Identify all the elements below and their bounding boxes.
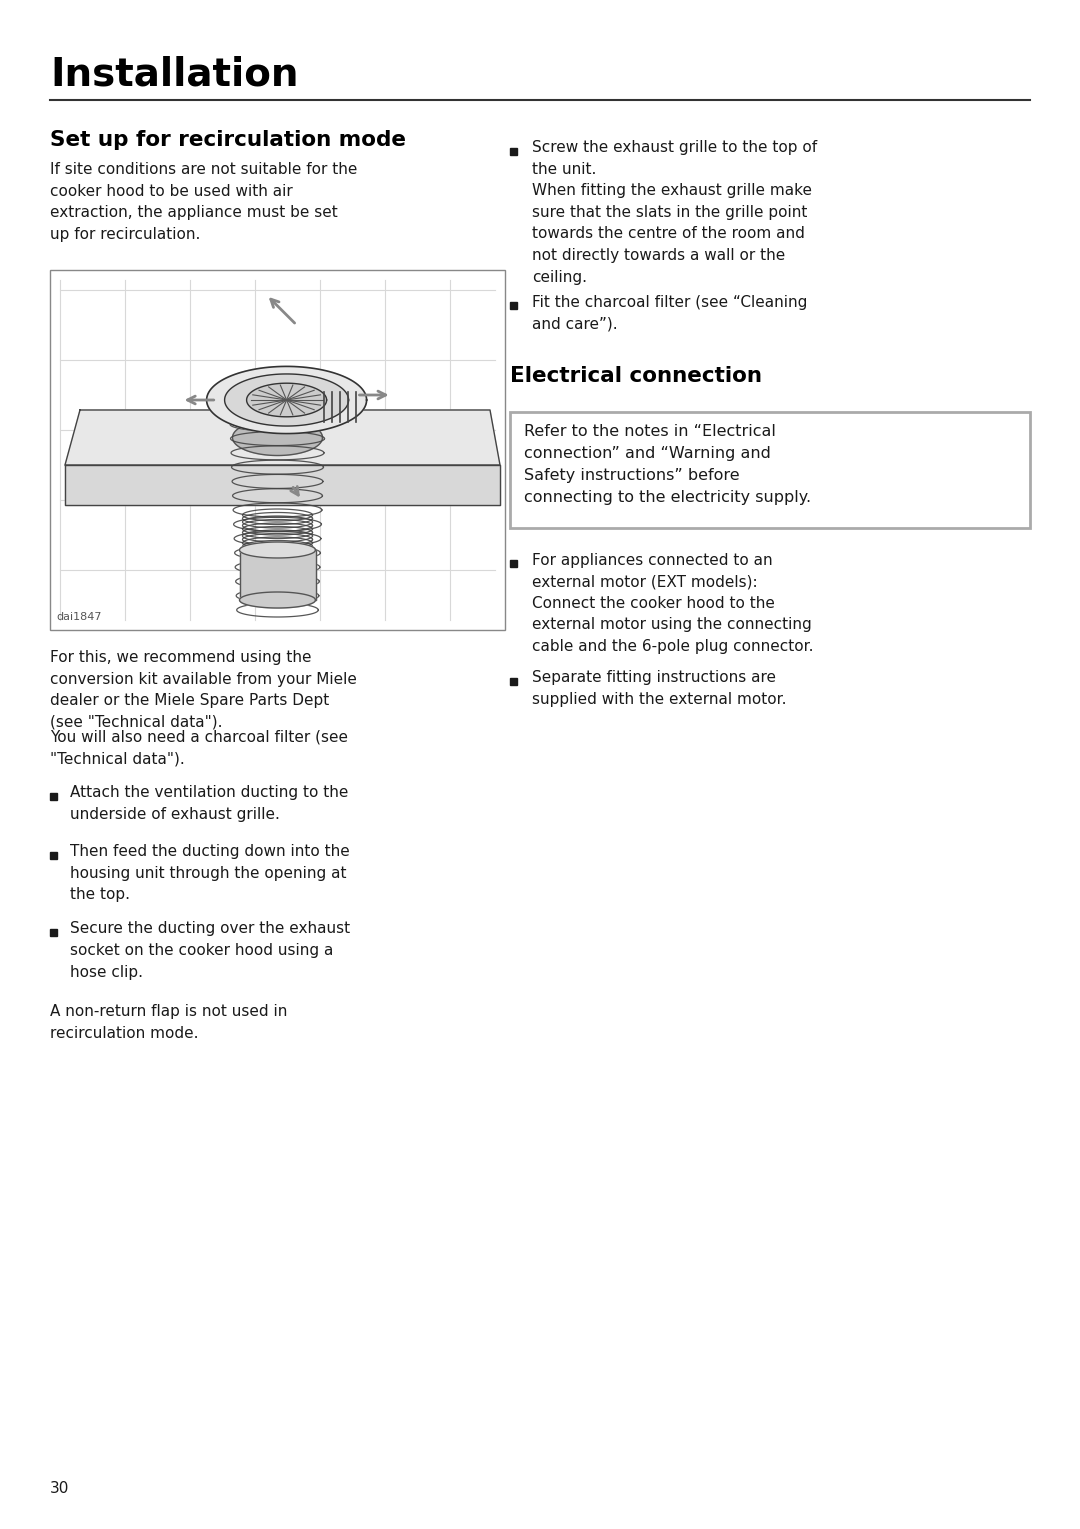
Text: Electrical connection: Electrical connection bbox=[510, 367, 762, 387]
Text: Separate fitting instructions are
supplied with the external motor.: Separate fitting instructions are suppli… bbox=[532, 670, 786, 706]
Bar bbox=[50, 852, 57, 858]
Polygon shape bbox=[246, 384, 326, 417]
Bar bbox=[510, 411, 1030, 528]
Text: 30: 30 bbox=[50, 1482, 69, 1495]
Bar bbox=[50, 271, 505, 630]
Bar bbox=[510, 303, 517, 309]
Bar bbox=[50, 792, 57, 800]
Polygon shape bbox=[225, 375, 349, 427]
Text: If site conditions are not suitable for the
cooker hood to be used with air
extr: If site conditions are not suitable for … bbox=[50, 162, 357, 242]
Text: For this, we recommend using the
conversion kit available from your Miele
dealer: For this, we recommend using the convers… bbox=[50, 650, 356, 729]
Bar bbox=[510, 677, 517, 685]
Polygon shape bbox=[206, 367, 366, 434]
Text: A non-return flap is not used in
recirculation mode.: A non-return flap is not used in recircu… bbox=[50, 1005, 287, 1041]
Bar bbox=[510, 147, 517, 154]
Polygon shape bbox=[240, 592, 315, 609]
Polygon shape bbox=[65, 465, 500, 505]
Text: Refer to the notes in “Electrical
connection” and “Warning and
Safety instructio: Refer to the notes in “Electrical connec… bbox=[524, 424, 811, 505]
Text: You will also need a charcoal filter (see
"Technical data").: You will also need a charcoal filter (se… bbox=[50, 729, 348, 766]
Text: Secure the ducting over the exhaust
socket on the cooker hood using a
hose clip.: Secure the ducting over the exhaust sock… bbox=[70, 922, 350, 980]
Polygon shape bbox=[240, 541, 315, 558]
Text: Installation: Installation bbox=[50, 55, 298, 93]
Text: Screw the exhaust grille to the top of
the unit.
When fitting the exhaust grille: Screw the exhaust grille to the top of t… bbox=[532, 141, 818, 284]
Text: Then feed the ducting down into the
housing unit through the opening at
the top.: Then feed the ducting down into the hous… bbox=[70, 844, 350, 902]
Text: dai1847: dai1847 bbox=[56, 612, 102, 622]
Text: Attach the ventilation ducting to the
underside of exhaust grille.: Attach the ventilation ducting to the un… bbox=[70, 784, 349, 821]
Polygon shape bbox=[232, 419, 323, 456]
Polygon shape bbox=[240, 550, 315, 599]
Text: For appliances connected to an
external motor (EXT models):
Connect the cooker h: For appliances connected to an external … bbox=[532, 552, 813, 654]
Text: Set up for recirculation mode: Set up for recirculation mode bbox=[50, 130, 406, 150]
Polygon shape bbox=[65, 410, 500, 465]
Text: Fit the charcoal filter (see “Cleaning
and care”).: Fit the charcoal filter (see “Cleaning a… bbox=[532, 295, 808, 332]
Bar bbox=[50, 930, 57, 936]
Bar bbox=[510, 560, 517, 567]
